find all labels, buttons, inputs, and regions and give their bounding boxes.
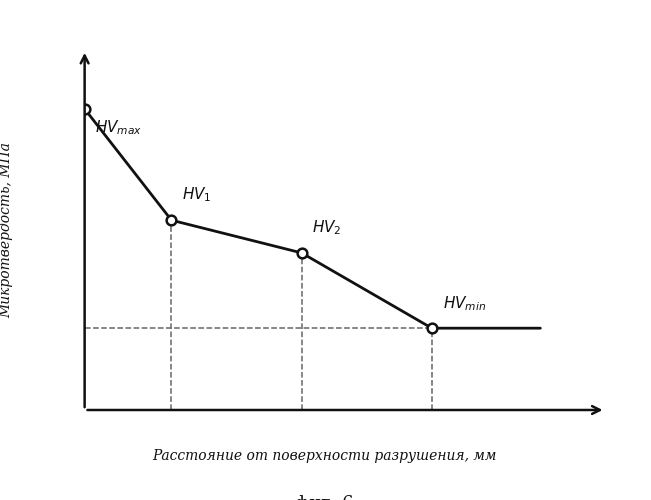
Text: Микротвёрдость, МПа: Микротвёрдость, МПа (0, 142, 14, 318)
Text: Расстояние от поверхности разрушения, мм: Расстояние от поверхности разрушения, мм (152, 450, 496, 464)
Text: $HV_1$: $HV_1$ (182, 185, 212, 204)
Text: $HV_{max}$: $HV_{max}$ (96, 118, 143, 138)
Text: $HV_2$: $HV_2$ (312, 218, 342, 236)
Text: фиг. 6: фиг. 6 (295, 495, 353, 500)
Text: $HV_{min}$: $HV_{min}$ (443, 295, 486, 314)
